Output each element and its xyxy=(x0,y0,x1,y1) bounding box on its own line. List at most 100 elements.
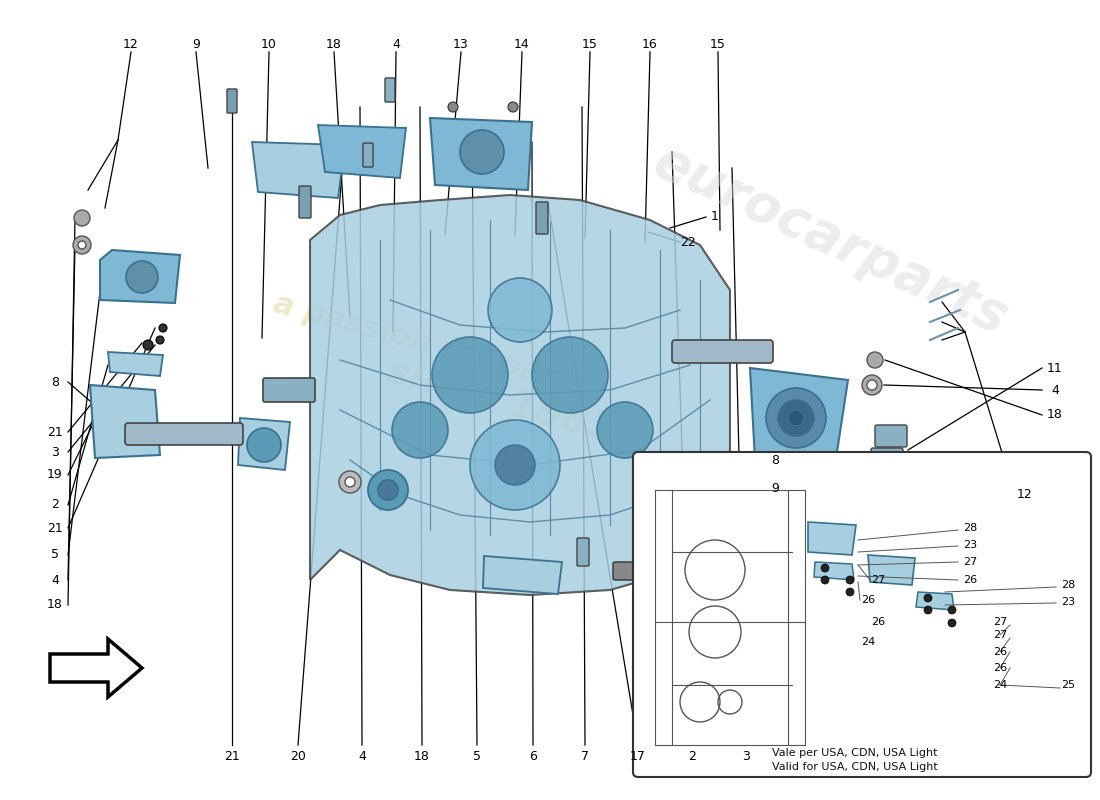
Text: 4: 4 xyxy=(51,574,59,586)
Text: 25: 25 xyxy=(1060,680,1075,690)
Circle shape xyxy=(78,241,86,249)
Circle shape xyxy=(470,420,560,510)
Circle shape xyxy=(532,337,608,413)
Text: 14: 14 xyxy=(514,38,530,51)
FancyBboxPatch shape xyxy=(363,143,373,167)
Text: 27: 27 xyxy=(993,617,1008,627)
Circle shape xyxy=(508,102,518,112)
Circle shape xyxy=(368,470,408,510)
Circle shape xyxy=(821,576,829,584)
Circle shape xyxy=(432,337,508,413)
Circle shape xyxy=(74,210,90,226)
Polygon shape xyxy=(252,142,345,198)
Circle shape xyxy=(460,130,504,174)
Polygon shape xyxy=(50,639,142,697)
Text: 4: 4 xyxy=(359,750,366,763)
Text: 18: 18 xyxy=(414,750,430,763)
Text: 26: 26 xyxy=(993,663,1008,673)
Circle shape xyxy=(160,324,167,332)
Text: 27: 27 xyxy=(871,575,886,585)
FancyBboxPatch shape xyxy=(536,202,548,234)
Circle shape xyxy=(448,102,458,112)
Text: 19: 19 xyxy=(47,469,63,482)
Polygon shape xyxy=(318,125,406,178)
Text: 10: 10 xyxy=(261,38,277,51)
Polygon shape xyxy=(90,385,160,458)
Circle shape xyxy=(846,576,854,584)
Text: Vale per USA, CDN, USA Light: Vale per USA, CDN, USA Light xyxy=(772,748,937,758)
Text: 9: 9 xyxy=(192,38,200,51)
Text: since 1985: since 1985 xyxy=(382,351,618,449)
Circle shape xyxy=(924,594,932,602)
Circle shape xyxy=(345,477,355,487)
FancyBboxPatch shape xyxy=(263,378,315,402)
Polygon shape xyxy=(310,195,730,595)
Text: 15: 15 xyxy=(711,38,726,51)
Polygon shape xyxy=(808,522,856,555)
Text: 9: 9 xyxy=(771,482,779,494)
FancyBboxPatch shape xyxy=(125,423,243,445)
Text: 26: 26 xyxy=(962,575,977,585)
Text: 28: 28 xyxy=(1060,580,1075,590)
Text: 17: 17 xyxy=(630,750,646,763)
Text: 5: 5 xyxy=(473,750,481,763)
Polygon shape xyxy=(750,368,848,465)
FancyBboxPatch shape xyxy=(385,78,395,102)
Text: 24: 24 xyxy=(861,637,876,647)
Circle shape xyxy=(73,236,91,254)
Text: Valid for USA, CDN, USA Light: Valid for USA, CDN, USA Light xyxy=(772,762,938,772)
Circle shape xyxy=(392,402,448,458)
Text: 23: 23 xyxy=(1060,597,1075,607)
Circle shape xyxy=(924,606,932,614)
FancyBboxPatch shape xyxy=(672,340,773,363)
Text: 2: 2 xyxy=(51,498,59,511)
Text: 27: 27 xyxy=(993,630,1008,640)
Circle shape xyxy=(867,352,883,368)
Text: 12: 12 xyxy=(1018,489,1033,502)
Text: 24: 24 xyxy=(993,680,1008,690)
Circle shape xyxy=(778,400,814,436)
Text: 3: 3 xyxy=(51,446,59,458)
Circle shape xyxy=(862,375,882,395)
FancyBboxPatch shape xyxy=(227,89,236,113)
FancyBboxPatch shape xyxy=(299,186,311,218)
Text: 26: 26 xyxy=(871,617,886,627)
Circle shape xyxy=(821,564,829,572)
Text: 8: 8 xyxy=(771,454,779,466)
Text: 13: 13 xyxy=(453,38,469,51)
Text: 6: 6 xyxy=(529,750,537,763)
Text: 22: 22 xyxy=(680,235,696,249)
Circle shape xyxy=(846,588,854,596)
Text: 26: 26 xyxy=(993,647,1008,657)
Text: 18: 18 xyxy=(326,38,342,51)
Circle shape xyxy=(248,428,280,462)
Circle shape xyxy=(143,340,153,350)
Polygon shape xyxy=(238,418,290,470)
Text: 1: 1 xyxy=(711,210,719,223)
Circle shape xyxy=(948,606,956,614)
Polygon shape xyxy=(100,250,180,303)
Polygon shape xyxy=(868,555,915,585)
Text: 21: 21 xyxy=(47,522,63,534)
Text: 18: 18 xyxy=(1047,409,1063,422)
Circle shape xyxy=(766,388,826,448)
Text: 28: 28 xyxy=(962,523,977,533)
Circle shape xyxy=(126,261,158,293)
Text: 4: 4 xyxy=(1052,383,1059,397)
Text: 3: 3 xyxy=(742,750,750,763)
Circle shape xyxy=(339,471,361,493)
Circle shape xyxy=(788,410,804,426)
Text: 26: 26 xyxy=(861,595,876,605)
FancyBboxPatch shape xyxy=(613,562,649,580)
FancyBboxPatch shape xyxy=(636,548,648,576)
FancyBboxPatch shape xyxy=(632,452,1091,777)
Polygon shape xyxy=(814,562,854,580)
Text: eurocarparts: eurocarparts xyxy=(645,135,1015,345)
Circle shape xyxy=(867,380,877,390)
Text: 15: 15 xyxy=(582,38,598,51)
Circle shape xyxy=(597,402,653,458)
Text: 21: 21 xyxy=(224,750,240,763)
Circle shape xyxy=(488,278,552,342)
Text: 12: 12 xyxy=(123,38,139,51)
Circle shape xyxy=(948,619,956,627)
